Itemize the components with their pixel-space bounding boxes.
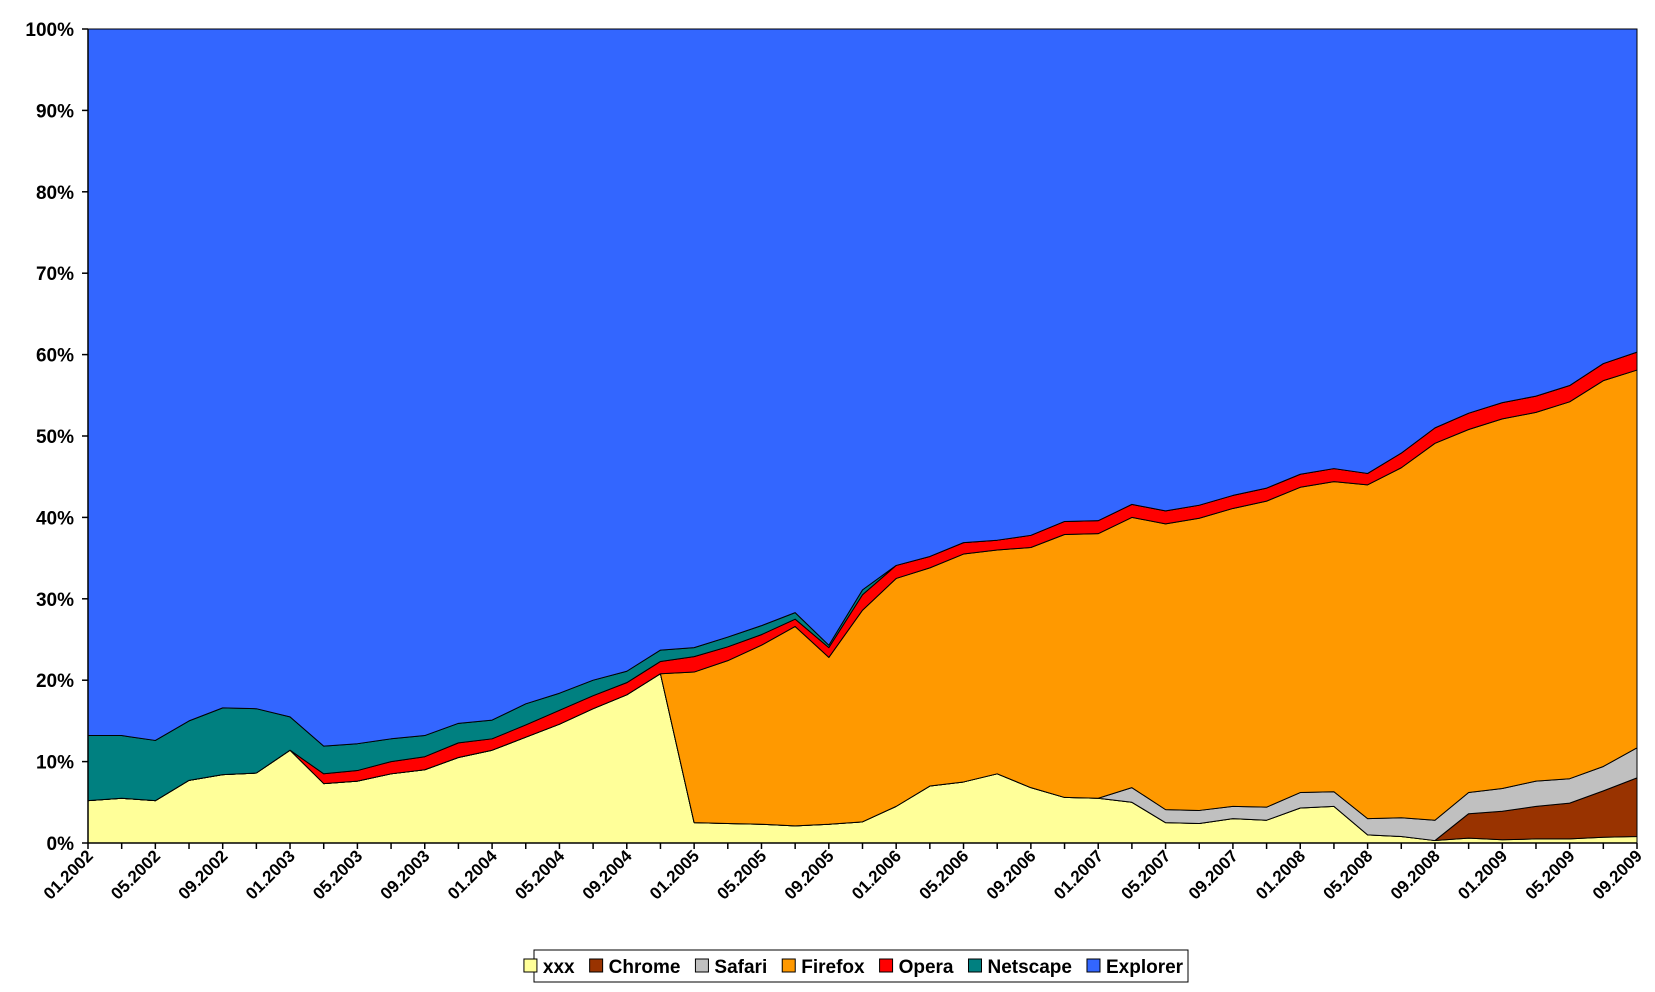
legend-swatch-xxx <box>523 958 538 973</box>
x-tick-label: 05.2008 <box>1320 846 1377 903</box>
x-tick-label: 01.2006 <box>848 846 905 903</box>
y-tick-label: 30% <box>36 590 74 611</box>
x-tick-label: 01.2009 <box>1454 846 1511 903</box>
x-tick-label: 09.2002 <box>175 846 232 903</box>
x-tick-label: 09.2003 <box>377 846 434 903</box>
x-tick-label: 05.2002 <box>107 846 164 903</box>
legend-label-netscape: Netscape <box>987 957 1072 978</box>
legend-label-opera: Opera <box>899 957 954 978</box>
legend-label-xxx: xxx <box>543 957 575 978</box>
y-tick-label: 60% <box>36 346 74 367</box>
x-tick-label: 09.2007 <box>1185 846 1242 903</box>
legend-label-chrome: Chrome <box>609 957 681 978</box>
legend-frame <box>533 949 1189 983</box>
x-tick-label: 09.2004 <box>579 846 636 903</box>
y-tick-label: 70% <box>36 264 74 285</box>
legend-swatch-opera <box>879 958 894 973</box>
y-axis: 0% 10% 20% 30% 40% 50% 60% 70% 80% 90% 100% <box>25 20 89 855</box>
y-tick-label: 80% <box>36 183 74 204</box>
y-tick-label: 100% <box>25 20 74 41</box>
x-tick-label: 01.2005 <box>646 846 703 903</box>
x-tick-label: 09.2009 <box>1589 846 1646 903</box>
y-tick-label: 50% <box>36 427 74 448</box>
legend-swatch-chrome <box>589 958 604 973</box>
y-tick-label: 20% <box>36 671 74 692</box>
legend-label-safari: Safari <box>714 957 767 978</box>
x-tick-label: 05.2003 <box>309 846 366 903</box>
legend-swatch-explorer <box>1086 958 1101 973</box>
x-tick-label: 01.2008 <box>1252 846 1309 903</box>
y-tick-label: 40% <box>36 508 74 529</box>
x-tick-label: 09.2006 <box>983 846 1040 903</box>
legend-label-firefox: Firefox <box>801 957 865 978</box>
y-tick-label: 0% <box>47 834 75 855</box>
x-tick-label: 05.2004 <box>511 846 568 903</box>
area-layers <box>87 28 1638 844</box>
x-tick-label: 09.2008 <box>1387 846 1444 903</box>
x-tick-label: 01.2007 <box>1050 846 1107 903</box>
y-tick-label: 10% <box>36 753 74 774</box>
legend-swatch-netscape <box>967 958 982 973</box>
legend-label-explorer: Explorer <box>1106 957 1184 978</box>
x-tick-label: 01.2003 <box>242 846 299 903</box>
x-tick-label: 05.2009 <box>1522 846 1579 903</box>
y-tick-label: 90% <box>36 101 74 122</box>
legend-swatch-safari <box>694 958 709 973</box>
x-tick-label: 05.2006 <box>915 846 972 903</box>
x-axis: 01.2002 05.2002 09.2002 01.2003 05.2003 09.20… <box>40 842 1646 903</box>
x-tick-label: 09.2005 <box>781 846 838 903</box>
legend-swatch-firefox <box>781 958 796 973</box>
x-tick-label: 05.2007 <box>1118 846 1175 903</box>
x-tick-label: 01.2004 <box>444 846 501 903</box>
x-tick-label: 05.2005 <box>713 846 770 903</box>
legend: xxx Chrome Safari Firefox Opera Netscape Explo… <box>523 949 1189 983</box>
